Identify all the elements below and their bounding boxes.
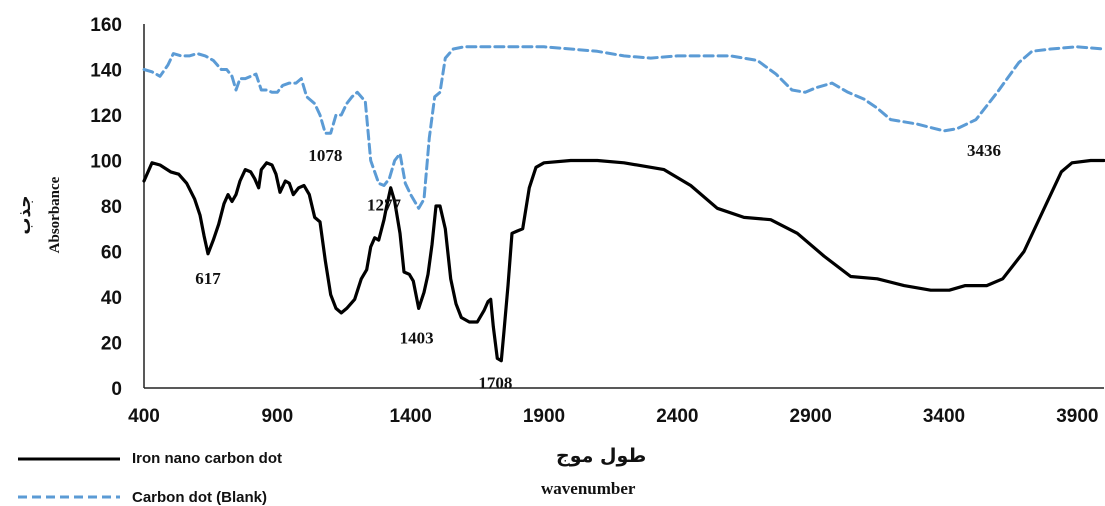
- y-tick-label: 60: [101, 243, 122, 264]
- x-axis-title-secondary: طول موج: [556, 445, 647, 467]
- legend-label-blank: Carbon dot (Blank): [132, 489, 267, 506]
- x-tick-label: 1400: [390, 406, 432, 427]
- x-tick-label: 2400: [656, 406, 698, 427]
- peak-label: 3436: [967, 141, 1001, 160]
- y-tick-label: 140: [90, 61, 122, 82]
- y-tick-label: 40: [101, 288, 122, 309]
- chart-annotations: 617 1078 1277 1403 1708 3436: [195, 141, 1001, 392]
- legend-label-iron: Iron nano carbon dot: [132, 450, 282, 467]
- peak-label: 1277: [367, 196, 402, 215]
- y-tick-label: 0: [111, 379, 122, 400]
- peak-label: 1708: [478, 373, 512, 392]
- y-tick-label: 80: [101, 197, 122, 218]
- chart-axes: [143, 24, 1104, 389]
- chart-tick-labels: 0 20 40 60 80 100 120 140 160 400 900 1400 1900 2400 2…: [90, 15, 1098, 427]
- x-axis-title: wavenumber: [541, 479, 636, 498]
- peak-label: 617: [195, 269, 221, 288]
- x-tick-label: 2900: [790, 406, 832, 427]
- x-tick-label: 900: [261, 406, 293, 427]
- y-axis-title: Absorbance: [47, 176, 63, 254]
- chart-series-lines: [142, 45, 1105, 363]
- x-tick-label: 3400: [923, 406, 965, 427]
- peak-label: 1403: [400, 328, 434, 347]
- y-tick-label: 160: [90, 15, 122, 36]
- series-line-carbon-dot-blank: [142, 45, 1105, 210]
- x-tick-label: 400: [128, 406, 160, 427]
- y-tick-label: 100: [90, 152, 122, 173]
- x-tick-label: 1900: [523, 406, 565, 427]
- x-tick-label: 3900: [1056, 406, 1098, 427]
- series-line-iron-nano-carbon-dot: [142, 158, 1105, 363]
- y-axis-title-secondary: جذب: [15, 195, 35, 235]
- peak-label: 1078: [308, 146, 342, 165]
- y-tick-label: 120: [90, 106, 122, 127]
- y-tick-label: 20: [101, 334, 122, 355]
- legend-swatches: [18, 457, 120, 499]
